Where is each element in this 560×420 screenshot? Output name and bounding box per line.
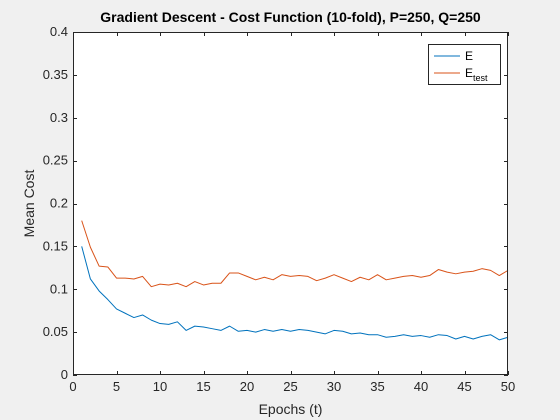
axes-box bbox=[73, 32, 508, 375]
chart-title: Gradient Descent - Cost Function (10-fol… bbox=[100, 9, 481, 25]
legend-label: Etest bbox=[465, 66, 488, 83]
plot-area bbox=[73, 32, 508, 375]
y-tick-label: 0.3 bbox=[50, 110, 68, 125]
x-tick-label: 25 bbox=[283, 379, 297, 394]
x-tick-label: 50 bbox=[501, 379, 515, 394]
legend-label: E bbox=[465, 49, 473, 63]
legend: E Etest bbox=[428, 44, 501, 85]
x-tick-label: 20 bbox=[240, 379, 254, 394]
y-tick-label: 0.15 bbox=[43, 238, 68, 253]
x-axis-label: Epochs (t) bbox=[259, 401, 323, 417]
x-tick-label: 10 bbox=[153, 379, 167, 394]
x-tick-label: 5 bbox=[113, 379, 120, 394]
x-tick-label: 45 bbox=[457, 379, 471, 394]
x-tick-label: 35 bbox=[370, 379, 384, 394]
axes-layer bbox=[73, 32, 508, 375]
y-tick-label: 0.05 bbox=[43, 324, 68, 339]
y-tick-label: 0.4 bbox=[50, 24, 68, 39]
series-layer bbox=[81, 220, 509, 341]
series-line-e-test bbox=[81, 220, 509, 288]
y-axis-label: Mean Cost bbox=[21, 170, 37, 238]
series-line-e bbox=[81, 246, 509, 341]
y-tick-label: 0.2 bbox=[50, 196, 68, 211]
legend-box bbox=[428, 44, 501, 85]
x-tick-label: 15 bbox=[196, 379, 210, 394]
x-tick-label: 0 bbox=[69, 379, 76, 394]
y-tick-label: 0.25 bbox=[43, 153, 68, 168]
x-tick-label: 30 bbox=[327, 379, 341, 394]
x-tick-label: 40 bbox=[414, 379, 428, 394]
y-tick-label: 0 bbox=[61, 367, 68, 382]
y-tick-label: 0.35 bbox=[43, 67, 68, 82]
y-tick-label: 0.1 bbox=[50, 281, 68, 296]
ticks-layer: 0 5 10 15 20 25 30 35 40 45 50 0 0.05 0.1 0.15 0.2 0.25 0… bbox=[43, 24, 516, 394]
